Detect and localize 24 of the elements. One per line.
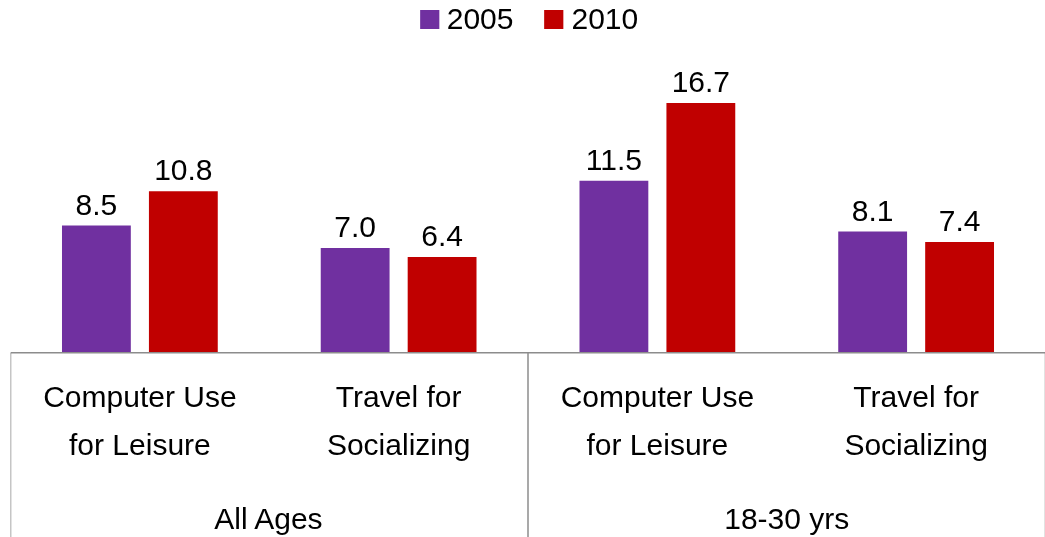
data-label: 7.0 (334, 209, 377, 243)
bar (407, 256, 477, 353)
legend-label: 2010 (571, 2, 639, 36)
data-label: 16.7 (671, 64, 731, 98)
bar (579, 180, 649, 353)
x-tick-label: Travel for Socializing (844, 379, 988, 461)
bar (666, 102, 736, 353)
x-tick-label: Computer Use for Leisure (43, 379, 237, 461)
text: 18-30 yrs (724, 502, 850, 536)
legend-label: 2005 (446, 2, 514, 36)
data-label: 7.4 (938, 204, 981, 237)
bar (61, 225, 131, 353)
bar (838, 231, 908, 353)
bar (320, 247, 390, 353)
data-label: 10.8 (154, 153, 213, 187)
bar (148, 191, 218, 353)
text: All Ages (214, 502, 323, 536)
bar (925, 242, 995, 353)
data-label: 11.5 (585, 142, 642, 176)
data-label: 6.4 (421, 218, 463, 252)
x-tick-label: Computer Use for Leisure (560, 379, 755, 461)
x-tick-label: Travel for Socializing (326, 379, 471, 461)
data-label: 8.5 (75, 187, 118, 221)
data-label: 8.1 (851, 193, 894, 227)
